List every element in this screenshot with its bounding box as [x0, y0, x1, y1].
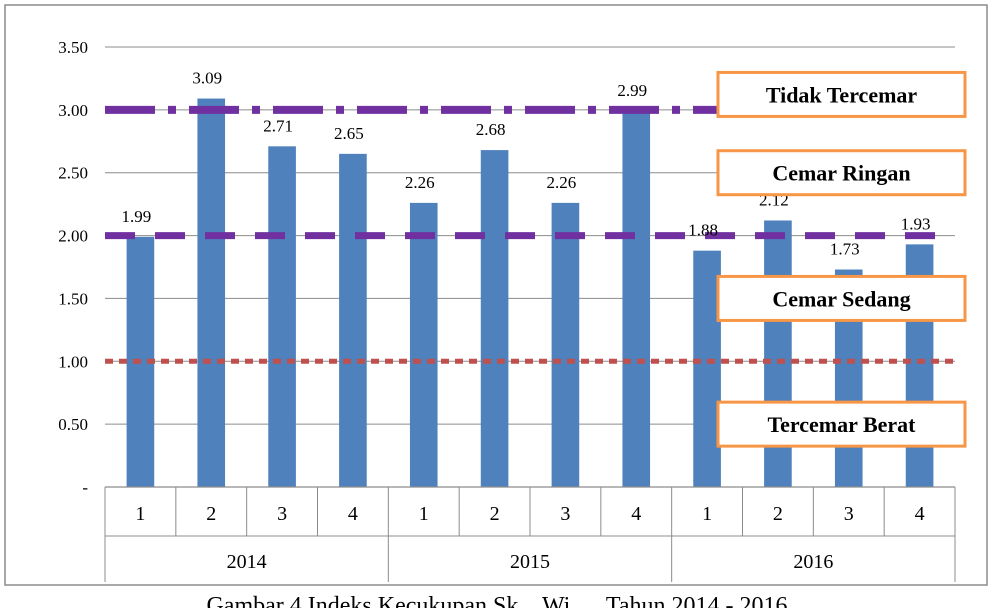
annotation-label: Cemar Sedang [772, 286, 910, 311]
x-group-label: 2016 [793, 551, 833, 573]
x-tick-label: 2 [773, 503, 783, 525]
annotation-box [716, 149, 967, 197]
y-tick-label: - [82, 478, 88, 497]
data-label: 2.65 [334, 124, 364, 143]
annotations: Tidak Tercemar Cemar Ringan Cemar Sedang Te… [716, 70, 967, 448]
y-tick-label: 2.00 [58, 227, 88, 246]
data-label: 2.68 [476, 120, 506, 139]
x-tick-label: 2 [206, 503, 216, 525]
x-tick-label: 3 [844, 503, 854, 525]
data-label: 1.99 [122, 207, 152, 226]
data-label: 3.09 [192, 69, 222, 88]
x-tick-label: 1 [702, 503, 712, 525]
annotation-label: Tercemar Berat [767, 412, 916, 437]
y-tick-label: 0.50 [58, 415, 88, 434]
bar [693, 250, 721, 487]
data-label: 1.73 [830, 240, 860, 259]
y-tick-label: 3.00 [58, 101, 88, 120]
data-label: 2.26 [547, 173, 577, 192]
x-tick-label: 1 [135, 503, 145, 525]
x-tick-label: 4 [915, 503, 925, 525]
bar [551, 202, 580, 487]
bar [197, 98, 226, 488]
data-label: 2.71 [263, 116, 293, 135]
data-label: 2.26 [405, 173, 435, 192]
x-tick-label: 3 [277, 503, 287, 525]
y-tick-label: 2.50 [58, 164, 88, 183]
y-axis-ticks: - 0.50 1.00 1.50 2.00 2.50 3.00 3.50 [58, 38, 88, 497]
y-tick-label: 1.00 [58, 352, 88, 371]
y-tick-label: 1.50 [58, 289, 88, 308]
annotation-box [716, 400, 967, 448]
x-axis: 1 2 3 4 1 2 3 4 1 2 3 4 2014 2015 2016 [104, 486, 956, 582]
x-group-label: 2014 [227, 551, 267, 573]
data-label: 1.88 [688, 221, 718, 240]
annotation-label: Cemar Ringan [772, 161, 910, 186]
x-tick-label: 2 [490, 503, 500, 525]
x-tick-label: 4 [348, 503, 358, 525]
y-tick-label: 3.50 [58, 38, 88, 57]
bar [268, 146, 296, 488]
bars [126, 98, 934, 488]
bar [409, 202, 438, 487]
bar [480, 150, 509, 488]
data-label: 2.99 [617, 81, 647, 100]
annotation-box [716, 274, 967, 322]
x-tick-label: 4 [631, 503, 641, 525]
x-group-label: 2015 [510, 551, 550, 573]
data-label: 1.93 [901, 214, 931, 233]
x-tick-label: 1 [419, 503, 429, 525]
annotation-label: Tidak Tercemar [766, 82, 918, 107]
bar [622, 111, 651, 487]
figure-caption: Gambar 4 Indeks Kecukupan Sk... Wi..... … [206, 593, 788, 608]
x-tick-label: 3 [560, 503, 570, 525]
annotation-box [716, 70, 967, 118]
bar [339, 153, 367, 487]
